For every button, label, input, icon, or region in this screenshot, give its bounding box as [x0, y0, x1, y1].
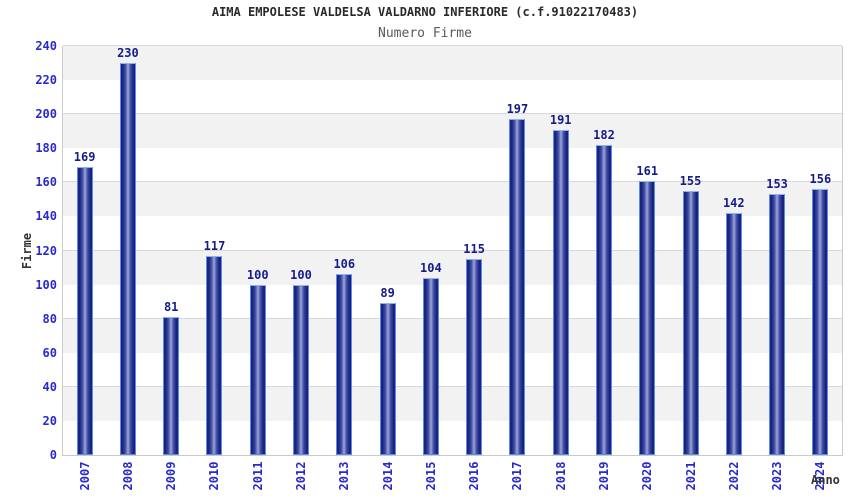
gridline — [63, 45, 842, 46]
gridline — [63, 113, 842, 115]
plot-band — [63, 182, 842, 217]
bar — [725, 213, 742, 455]
x-tick-label: 2020 — [640, 461, 655, 491]
bar — [812, 189, 829, 455]
bar-value-label: 100 — [246, 268, 269, 282]
x-tick-label: 2012 — [294, 461, 309, 491]
y-tick-label: 120 — [35, 243, 57, 258]
x-tick-label: 2009 — [164, 461, 179, 491]
y-tick-label: 240 — [35, 39, 57, 53]
y-tick-label: 0 — [49, 448, 57, 462]
chart-subtitle: Numero Firme — [378, 26, 472, 41]
x-tick-label: 2014 — [380, 461, 395, 491]
bar-value-label: 100 — [290, 268, 312, 282]
plot-band — [63, 318, 842, 353]
bar — [552, 130, 569, 455]
bar-value-label: 230 — [117, 46, 139, 60]
x-tick-label: 2017 — [510, 461, 525, 491]
y-tick-label: 180 — [35, 141, 57, 156]
bar-value-label: 81 — [163, 300, 179, 314]
bar — [639, 181, 656, 455]
bar-value-label: 117 — [203, 239, 226, 253]
x-tick-label: 2015 — [423, 461, 438, 491]
bar-value-label: 153 — [766, 177, 788, 191]
bar-value-label: 104 — [420, 261, 442, 275]
bar-value-label: 161 — [636, 164, 659, 178]
x-tick-label: 2021 — [683, 461, 698, 491]
x-tick-label: 2016 — [467, 461, 482, 491]
x-tick-label: 2008 — [120, 461, 135, 491]
bar-value-label: 197 — [506, 102, 529, 116]
plot-band — [63, 114, 842, 149]
chart-title: AIMA EMPOLESE VALDELSA VALDARNO INFERIOR… — [211, 5, 639, 19]
bar-value-label: 191 — [549, 113, 572, 127]
y-tick-label: 60 — [42, 345, 57, 360]
bar — [466, 259, 483, 455]
x-tick-label: 2019 — [596, 461, 611, 491]
y-axis-title: Firme — [20, 232, 34, 269]
bar — [422, 278, 439, 455]
plot-band — [63, 46, 842, 81]
x-tick-label: 2007 — [77, 461, 92, 491]
bar — [76, 167, 93, 455]
bar — [163, 317, 180, 455]
bar — [249, 285, 266, 455]
y-tick-label: 200 — [35, 107, 57, 122]
y-tick-label: 40 — [42, 379, 57, 394]
bar-value-label: 142 — [722, 196, 745, 210]
bar — [769, 194, 786, 455]
y-tick-label: 20 — [42, 413, 57, 428]
y-tick-label: 100 — [35, 277, 57, 292]
bar-value-label: 155 — [679, 174, 702, 188]
bar — [595, 145, 612, 455]
bar-value-label: 89 — [380, 286, 395, 300]
bar — [293, 285, 310, 455]
bar-value-label: 169 — [73, 150, 96, 164]
gridline — [63, 317, 842, 319]
gridline — [63, 181, 842, 183]
plot-area: 169 230 81 117 100 100 106 89 104 115 197 191 182 161… — [62, 45, 843, 456]
x-tick-label: 2010 — [207, 461, 222, 491]
bar — [379, 303, 396, 455]
bar-value-label: 106 — [333, 257, 356, 271]
y-tick-label: 80 — [42, 311, 57, 326]
bar — [119, 63, 136, 455]
x-axis-title: Anno — [811, 473, 840, 487]
bar-value-label: 115 — [463, 242, 485, 256]
y-tick-label: 140 — [35, 209, 57, 224]
x-tick-label: 2018 — [553, 461, 568, 491]
gridline — [63, 249, 842, 251]
plot-band — [63, 250, 842, 285]
x-tick-label: 2013 — [337, 461, 352, 491]
x-tick-label: 2023 — [770, 461, 785, 491]
bar — [509, 119, 526, 455]
bar — [682, 191, 699, 455]
gridline — [63, 385, 842, 387]
plot-band — [63, 386, 842, 421]
x-tick-label: 2022 — [726, 461, 741, 491]
y-tick-label: 160 — [35, 175, 57, 190]
bar — [206, 256, 223, 455]
bar-value-label: 182 — [593, 128, 615, 142]
bar-value-label: 156 — [809, 172, 832, 186]
bar — [336, 274, 353, 455]
x-tick-label: 2011 — [250, 461, 265, 491]
y-tick-label: 220 — [35, 73, 57, 88]
